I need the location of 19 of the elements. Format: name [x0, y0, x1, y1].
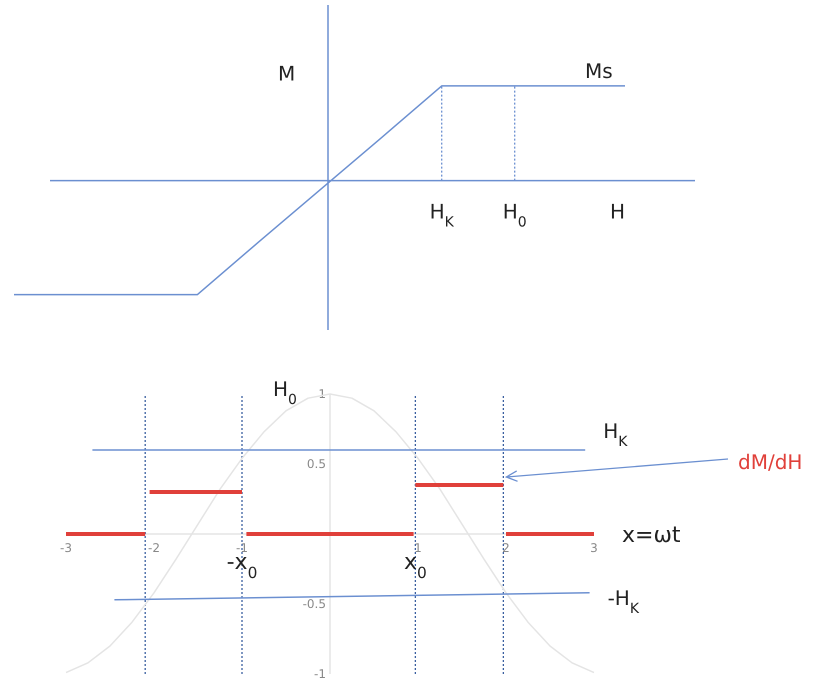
x-tick-label: -2: [148, 541, 160, 555]
y-axis-title: M: [278, 62, 296, 86]
x-axis-title: H: [610, 200, 626, 224]
series-label: H$_{K}$: [603, 419, 628, 450]
x-tick-label: 3: [590, 541, 598, 555]
y-tick-label: -1: [314, 667, 326, 681]
x-tick-label: 1: [414, 541, 422, 555]
y-axis-title: H$_{0}$: [273, 377, 297, 408]
x-tick-label: 2: [502, 541, 510, 555]
x-tick-label: -1: [236, 541, 248, 555]
x-axis-title: x=ωt: [622, 523, 681, 548]
x-tick-label: -3: [60, 541, 72, 555]
text: Ms: [585, 58, 613, 83]
series-label: -H$_{K}$: [608, 586, 640, 617]
y-tick-label: 0.5: [306, 457, 326, 471]
text: dM/dH: [738, 450, 802, 474]
y-tick-label: -0.5: [302, 597, 326, 611]
annotation: H$_{0}$: [502, 200, 527, 231]
annotation: H$_{K}$: [430, 200, 455, 231]
